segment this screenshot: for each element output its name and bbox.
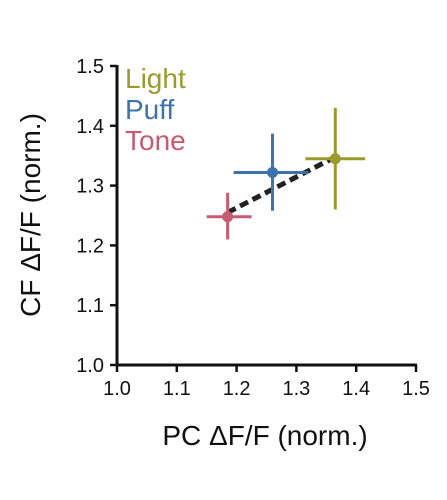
- x-tick-label: 1.1: [163, 378, 191, 400]
- data-point-puff: [233, 133, 309, 211]
- x-tick-label: 1.4: [342, 378, 370, 400]
- y-tick-label: 1.0: [76, 355, 104, 377]
- y-tick-label: 1.1: [76, 295, 104, 317]
- y-tick-label: 1.3: [76, 176, 104, 198]
- data-point-tone: [206, 192, 252, 240]
- x-tick-label: 1.2: [223, 378, 251, 400]
- point-marker: [222, 211, 234, 223]
- x-axis-label: PC ΔF/F (norm.): [162, 420, 367, 451]
- legend-entry-tone: Tone: [125, 125, 186, 156]
- axes: 1.0 1.1 1.2 1.3 1.4 1.5 1.0 1.1 1.2 1.3 1.4 1.5: [76, 56, 430, 400]
- x-tick-label: 1.5: [402, 378, 430, 400]
- data-points: [206, 107, 366, 240]
- x-tick-label: 1.0: [103, 378, 131, 400]
- y-axis-label: CF ΔF/F (norm.): [15, 113, 46, 317]
- legend-entry-puff: Puff: [125, 94, 175, 125]
- point-marker: [266, 166, 278, 178]
- y-tick-label: 1.5: [76, 56, 104, 78]
- legend-entry-light: Light: [125, 63, 186, 94]
- data-point-light: [305, 107, 366, 210]
- y-tick-label: 1.4: [76, 116, 104, 138]
- x-tick-label: 1.3: [282, 378, 310, 400]
- dashed-fit-line: [226, 154, 337, 215]
- y-tick-label: 1.2: [76, 235, 104, 257]
- fit-line-group: [226, 154, 337, 215]
- point-marker: [329, 153, 341, 165]
